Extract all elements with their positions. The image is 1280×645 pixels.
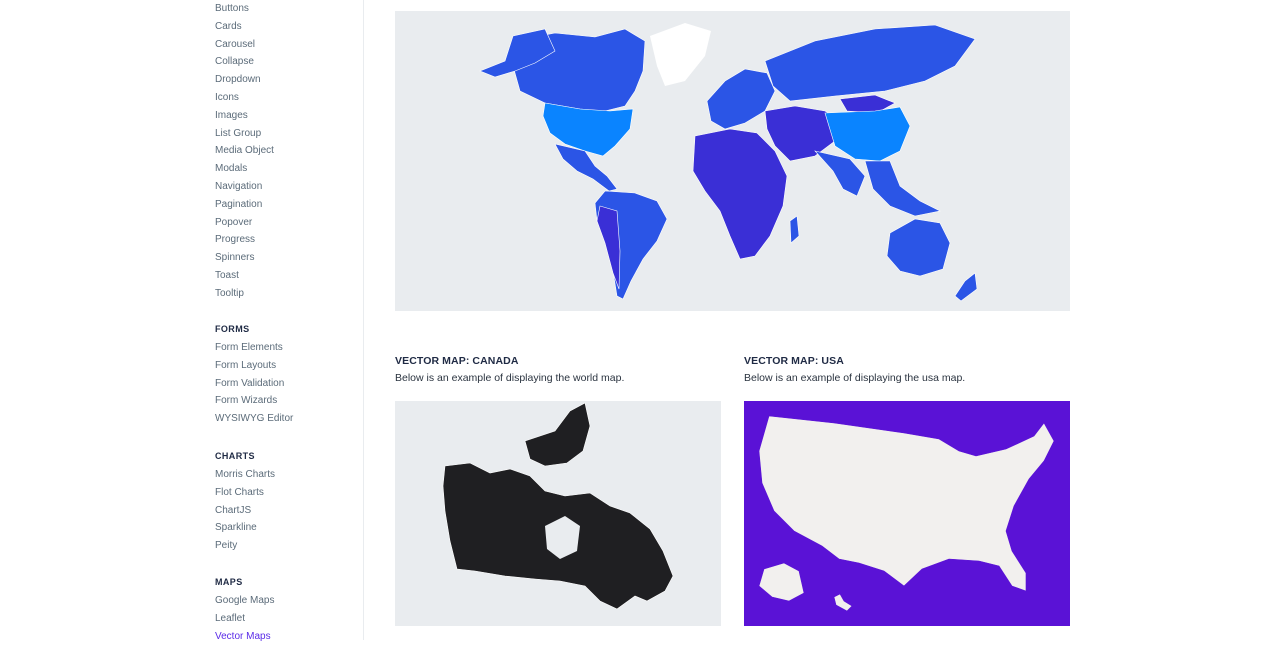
central-america-shape[interactable] — [554, 143, 618, 192]
arctic-islands-shape[interactable] — [524, 402, 591, 467]
sidebar-item-google-maps[interactable]: Google Maps — [215, 595, 275, 606]
europe-shape[interactable] — [706, 68, 776, 130]
sidebar-item-icons[interactable]: Icons — [215, 91, 239, 103]
sidebar-item-peity[interactable]: Peity — [215, 540, 238, 552]
canada-map-description: Below is an example of displaying the wo… — [395, 372, 625, 384]
middle-east-shape[interactable] — [764, 105, 846, 162]
china-shape[interactable] — [824, 106, 911, 162]
madagascar-shape[interactable] — [789, 215, 800, 244]
usa-map-svg — [744, 401, 1070, 626]
sidebar-item-buttons[interactable]: Buttons — [215, 3, 249, 14]
alaska-shape[interactable] — [479, 28, 556, 78]
sidebar-item-flot-charts[interactable]: Flot Charts — [215, 486, 264, 498]
russia-shape[interactable] — [764, 24, 976, 102]
africa-shape[interactable] — [692, 128, 788, 260]
sidebar-item-spinners[interactable]: Spinners — [215, 252, 255, 264]
sidebar-item-vector-maps[interactable]: Vector Maps — [215, 630, 271, 642]
sidebar-item-dropdown[interactable]: Dropdown — [215, 74, 261, 86]
sidebar-item-pagination[interactable]: Pagination — [215, 198, 263, 210]
charts-nav-list: Morris Charts Flot Charts ChartJS Sparkline… — [215, 466, 275, 555]
canada-vector-map[interactable] — [395, 401, 721, 626]
sidebar-item-form-wizards[interactable]: Form Wizards — [215, 395, 278, 407]
forms-heading: FORMS — [215, 324, 250, 334]
usa-shape[interactable] — [542, 102, 634, 157]
sidebar-item-navigation[interactable]: Navigation — [215, 180, 263, 192]
sidebar: Buttons Cards Carousel Collapse Dropdown Icon… — [0, 0, 364, 642]
southeast-asia-shape[interactable] — [864, 160, 941, 217]
sidebar-item-tooltip[interactable]: Tooltip — [215, 287, 244, 299]
usa-map-description: Below is an example of displaying the us… — [744, 372, 966, 384]
sidebar-item-modals[interactable]: Modals — [215, 163, 248, 175]
world-map-svg — [395, 11, 1070, 311]
sidebar-item-leaflet[interactable]: Leaflet — [215, 612, 246, 624]
sidebar-item-morris-charts[interactable]: Morris Charts — [215, 469, 276, 480]
sidebar-item-form-layouts[interactable]: Form Layouts — [215, 359, 277, 371]
usa-mainland-shape[interactable] — [758, 415, 1055, 592]
andes-region-shape[interactable] — [596, 205, 621, 290]
new-zealand-shape[interactable] — [954, 272, 978, 302]
sidebar-item-form-elements[interactable]: Form Elements — [215, 342, 283, 353]
usa-map-title: VECTOR MAP: USA — [744, 355, 844, 367]
sidebar-item-collapse[interactable]: Collapse — [215, 56, 254, 68]
sidebar-item-list-group[interactable]: List Group — [215, 127, 262, 139]
sidebar-item-progress[interactable]: Progress — [215, 234, 256, 246]
maps-nav-list: Google Maps Leaflet Vector Maps — [215, 592, 274, 645]
sidebar-item-carousel[interactable]: Carousel — [215, 38, 256, 50]
sidebar-item-wysiwyg-editor[interactable]: WYSIWYG Editor — [215, 413, 294, 425]
components-nav-list: Buttons Cards Carousel Collapse Dropdown Icon… — [215, 0, 274, 303]
south-asia-shape[interactable] — [814, 150, 866, 197]
mongolia-shape[interactable] — [839, 94, 896, 114]
forms-nav-list: Form Elements Form Layouts Form Validation… — [215, 339, 293, 428]
sidebar-item-sparkline[interactable]: Sparkline — [215, 522, 257, 534]
sidebar-item-cards[interactable]: Cards — [215, 20, 242, 32]
hudson-bay-shape — [545, 516, 580, 559]
sidebar-item-form-validation[interactable]: Form Validation — [215, 377, 285, 389]
world-vector-map[interactable] — [395, 11, 1070, 311]
sidebar-item-chartjs[interactable]: ChartJS — [215, 504, 252, 516]
canada-map-svg — [395, 401, 721, 626]
sidebar-item-popover[interactable]: Popover — [215, 216, 253, 228]
charts-heading: CHARTS — [215, 451, 255, 461]
usa-vector-map[interactable] — [744, 401, 1070, 626]
canada-map-title: VECTOR MAP: CANADA — [395, 355, 519, 367]
hawaii-inset-shape[interactable] — [833, 593, 853, 612]
maps-heading: MAPS — [215, 577, 243, 587]
greenland-shape[interactable] — [650, 23, 711, 86]
alaska-inset-shape[interactable] — [758, 562, 805, 602]
sidebar-item-toast[interactable]: Toast — [215, 269, 239, 281]
australia-shape[interactable] — [886, 218, 951, 277]
sidebar-item-images[interactable]: Images — [215, 109, 248, 121]
sidebar-item-media-object[interactable]: Media Object — [215, 145, 274, 157]
